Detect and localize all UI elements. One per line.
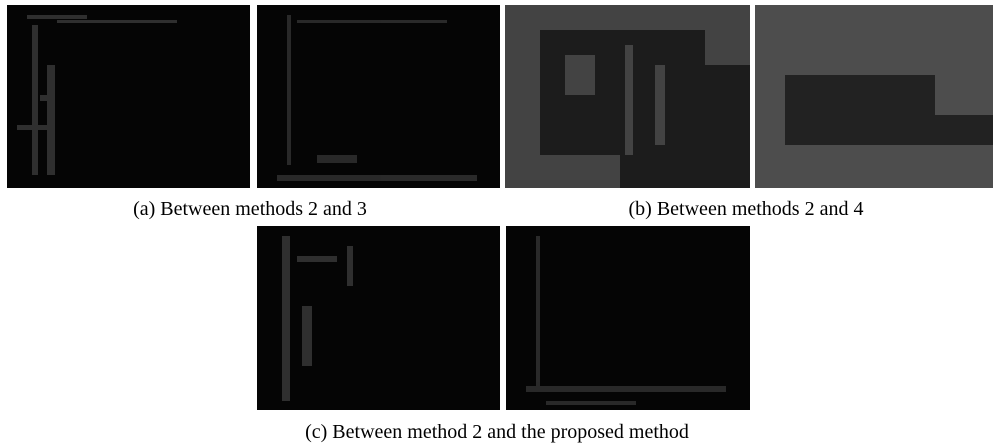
difference-image bbox=[505, 5, 750, 188]
caption: (b) Between methods 2 and 4 bbox=[629, 198, 864, 221]
difference-image bbox=[257, 226, 500, 410]
difference-image bbox=[7, 5, 250, 188]
figure-page: {"figure": {"captions": ["(a) Between me… bbox=[0, 0, 993, 446]
difference-image bbox=[755, 5, 993, 188]
difference-image bbox=[257, 5, 500, 188]
caption: (c) Between method 2 and the proposed me… bbox=[305, 421, 689, 444]
difference-image bbox=[506, 226, 750, 410]
caption: (a) Between methods 2 and 3 bbox=[133, 198, 367, 221]
